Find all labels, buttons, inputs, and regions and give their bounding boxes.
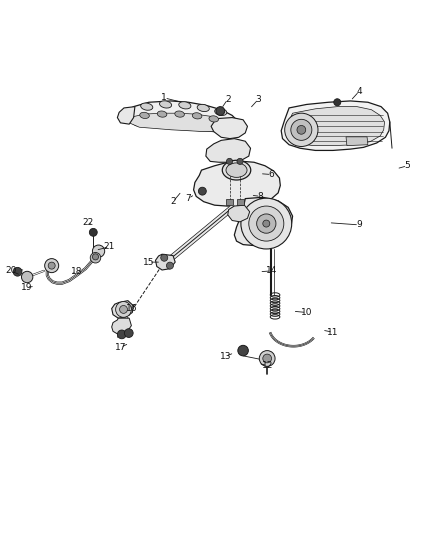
Polygon shape [346,137,368,146]
Polygon shape [234,197,293,246]
Text: 2: 2 [170,197,176,206]
Text: 7: 7 [185,194,191,203]
Circle shape [285,113,318,147]
Circle shape [291,119,312,140]
Circle shape [89,229,97,236]
Circle shape [237,158,243,165]
Circle shape [238,345,248,356]
Text: 2: 2 [225,95,230,104]
Circle shape [92,245,105,257]
Text: 9: 9 [356,220,362,229]
Polygon shape [125,101,239,132]
Circle shape [161,254,168,261]
Circle shape [166,262,173,269]
Circle shape [124,329,133,337]
Ellipse shape [141,103,153,110]
Polygon shape [155,254,175,270]
Circle shape [259,351,275,366]
Circle shape [297,125,306,134]
Circle shape [120,305,127,313]
Circle shape [226,158,233,165]
Text: 20: 20 [5,266,17,276]
Circle shape [117,330,126,339]
Ellipse shape [140,112,149,118]
Circle shape [216,107,225,115]
Text: 21: 21 [104,243,115,251]
Polygon shape [281,101,390,150]
Circle shape [241,198,292,249]
Polygon shape [129,113,232,132]
Circle shape [45,259,59,273]
Text: 12: 12 [261,360,273,369]
Bar [237,199,244,205]
Ellipse shape [226,163,247,177]
Circle shape [13,268,22,276]
Text: 13: 13 [220,352,231,361]
Polygon shape [228,205,250,222]
Ellipse shape [222,160,251,180]
Polygon shape [287,107,385,146]
Text: 19: 19 [21,283,32,292]
Text: 3: 3 [255,95,261,104]
Polygon shape [194,161,280,206]
Circle shape [249,206,284,241]
Polygon shape [112,301,134,318]
Polygon shape [206,139,251,162]
Ellipse shape [192,112,202,119]
Circle shape [263,220,270,227]
Circle shape [48,262,55,269]
Ellipse shape [157,111,167,117]
Circle shape [116,302,131,317]
Text: 6: 6 [268,170,275,179]
Ellipse shape [159,101,172,108]
Text: 15: 15 [143,257,155,266]
Ellipse shape [175,111,184,117]
Circle shape [92,254,99,260]
Text: 14: 14 [266,266,277,276]
Text: 18: 18 [71,267,82,276]
Text: 10: 10 [301,308,312,317]
Text: 16: 16 [126,304,137,313]
Ellipse shape [209,116,219,122]
Ellipse shape [215,108,227,116]
Bar [226,199,233,205]
Polygon shape [112,318,131,336]
Circle shape [21,271,33,282]
Text: 5: 5 [404,161,410,170]
Circle shape [198,187,206,195]
Text: 1: 1 [161,93,167,102]
Text: 4: 4 [357,87,362,96]
Circle shape [263,354,272,363]
Circle shape [90,253,101,263]
Text: 17: 17 [115,343,126,352]
Text: 22: 22 [82,218,93,227]
Text: 8: 8 [258,192,264,201]
Circle shape [257,214,276,233]
Circle shape [334,99,341,106]
Ellipse shape [197,104,209,111]
Polygon shape [211,118,247,139]
Polygon shape [117,107,135,124]
Text: 11: 11 [327,328,339,337]
Ellipse shape [179,102,191,109]
